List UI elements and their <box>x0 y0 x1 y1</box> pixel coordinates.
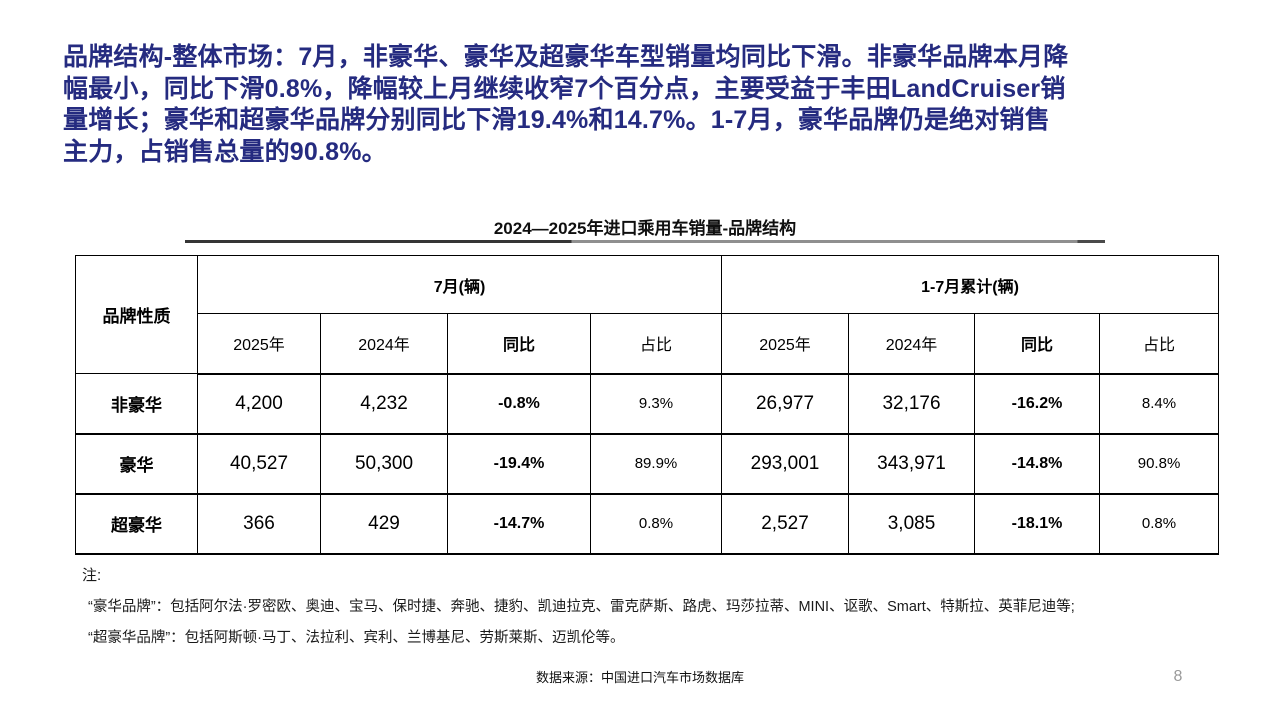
note-item-luxury: “豪华品牌”：包括阿尔法·罗密欧、奥迪、宝马、保时捷、奔驰、捷豹、凯迪拉克、雷克… <box>88 599 1075 615</box>
subheader-2024: 2024年 <box>848 313 975 375</box>
subheader-2025: 2025年 <box>721 313 849 375</box>
page-number: 8 <box>1173 668 1183 685</box>
cell-2024-cum: 343,971 <box>848 433 975 495</box>
cell-2024-jul: 4,232 <box>320 373 448 435</box>
cell-2024-cum: 3,085 <box>848 493 975 555</box>
table-row: 超豪华 366 429 -14.7% 0.8% 2,527 3,085 -18.… <box>75 493 1220 555</box>
cell-yoy-jul: -14.7% <box>447 493 591 555</box>
cell-2025-cum: 26,977 <box>721 373 849 435</box>
headline-line: 主力，占销售总量的90.8%。 <box>63 137 387 166</box>
group-header-july: 7月(辆) <box>197 255 722 314</box>
data-source: 数据来源：中国进口汽车市场数据库 <box>535 670 744 685</box>
notes: 注: “豪华品牌”：包括阿尔法·罗密欧、奥迪、宝马、保时捷、奔驰、捷豹、凯迪拉克… <box>82 566 1222 648</box>
row-label: 豪华 <box>75 433 198 495</box>
cell-yoy-cum: -14.8% <box>974 433 1100 495</box>
headline: 品牌结构-整体市场：7月，非豪华、豪华及超豪华车型销量均同比下滑。非豪华品牌本月… <box>63 42 1225 168</box>
headline-line: 量增长；豪华和超豪华品牌分别同比下滑19.4%和14.7%。1-7月，豪华品牌仍… <box>63 106 1050 134</box>
cell-share-cum: 0.8% <box>1098 493 1220 555</box>
cell-yoy-jul: -0.8% <box>447 373 591 435</box>
cell-share-jul: 9.3% <box>590 373 722 435</box>
table-row: 豪华 40,527 50,300 -19.4% 89.9% 293,001 34… <box>75 433 1220 495</box>
row-label: 非豪华 <box>75 373 198 435</box>
subheader-share: 占比 <box>590 313 722 375</box>
row-label: 超豪华 <box>75 493 198 555</box>
cell-2025-jul: 4,200 <box>197 373 321 435</box>
table-row: 非豪华 4,200 4,232 -0.8% 9.3% 26,977 32,176… <box>75 373 1220 435</box>
sales-table: 品牌性质 7月(辆) 1-7月累计(辆) 2025年 2024年 同比 占比 2… <box>75 255 1220 555</box>
notes-label: 注: <box>82 567 102 584</box>
cell-2025-cum: 2,527 <box>721 493 849 555</box>
corner-header: 品牌性质 <box>75 255 198 374</box>
headline-line: 幅最小，同比下滑0.8%，降幅较上月继续收窄7个百分点，主要受益于丰田LandC… <box>63 74 1066 103</box>
cell-yoy-jul: -19.4% <box>447 433 591 495</box>
cell-yoy-cum: -16.2% <box>974 373 1100 435</box>
cell-share-jul: 0.8% <box>590 493 722 555</box>
cell-2024-jul: 429 <box>320 493 448 555</box>
table-subheader-row: 2025年 2024年 同比 占比 2025年 2024年 同比 占比 <box>76 313 1220 375</box>
cell-share-cum: 8.4% <box>1098 373 1220 435</box>
cell-2024-cum: 32,176 <box>848 373 975 435</box>
cell-2025-jul: 40,527 <box>197 433 321 495</box>
cell-share-jul: 89.9% <box>590 433 722 495</box>
group-header-cumulative: 1-7月累计(辆) <box>720 255 1220 314</box>
headline-line: 品牌结构-整体市场：7月，非豪华、豪华及超豪华车型销量均同比下滑。非豪华品牌本月… <box>63 43 1069 71</box>
cell-yoy-cum: -18.1% <box>974 493 1100 555</box>
table-header-group-row: 品牌性质 7月(辆) 1-7月累计(辆) <box>75 255 1220 374</box>
table-title: 2024—2025年进口乘用车销量-品牌结构 <box>493 219 797 238</box>
subheader-2025: 2025年 <box>197 313 321 375</box>
subheader-yoy: 同比 <box>447 313 591 375</box>
subheader-2024: 2024年 <box>320 313 448 375</box>
cell-2024-jul: 50,300 <box>320 433 448 495</box>
cell-2025-cum: 293,001 <box>721 433 849 495</box>
note-item-ultra-luxury: “超豪华品牌”：包括阿斯顿·马丁、法拉利、宾利、兰博基尼、劳斯莱斯、迈凯伦等。 <box>88 630 625 646</box>
subheader-share: 占比 <box>1098 313 1220 375</box>
title-underline <box>185 240 1105 243</box>
cell-share-cum: 90.8% <box>1098 433 1220 495</box>
subheader-yoy: 同比 <box>974 313 1100 375</box>
cell-2025-jul: 366 <box>197 493 321 555</box>
